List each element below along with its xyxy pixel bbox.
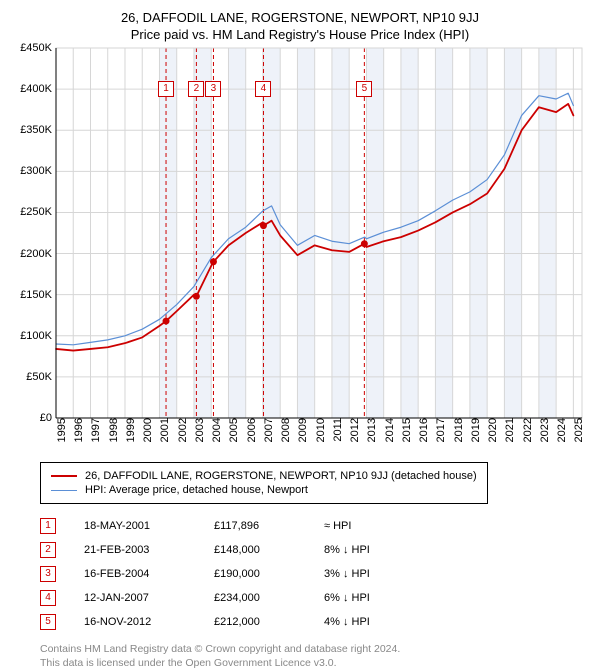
sale-row: 2 21-FEB-2003£148,0008% ↓ HPI [40,538,586,562]
y-axis-tick-label: £50K [26,371,56,383]
legend-item: HPI: Average price, detached house, Newp… [51,483,477,497]
legend: 26, DAFFODIL LANE, ROGERSTONE, NEWPORT, … [40,462,488,504]
sale-row: 1 18-MAY-2001£117,896≈ HPI [40,514,586,538]
sale-date: 18-MAY-2001 [84,520,214,532]
x-axis-tick-label: 1997 [86,418,102,442]
x-axis-tick-label: 2014 [380,418,396,442]
sale-marker-number: 5 [40,614,56,630]
sale-date: 12-JAN-2007 [84,592,214,604]
y-axis-tick-label: £200K [20,248,56,260]
sale-hpi-delta: 3% ↓ HPI [324,568,370,580]
legend-swatch [51,475,77,477]
y-axis-tick-label: £100K [20,330,56,342]
y-axis-tick-label: £350K [20,124,56,136]
x-axis-tick-label: 2007 [259,418,275,442]
sale-price: £212,000 [214,616,324,628]
x-axis-tick-label: 2004 [207,418,223,442]
x-axis-tick-label: 1999 [121,418,137,442]
sale-price: £148,000 [214,544,324,556]
sale-date: 16-FEB-2004 [84,568,214,580]
sale-marker-number: 2 [40,542,56,558]
footer-attribution: Contains HM Land Registry data © Crown c… [40,642,586,670]
y-axis-tick-label: £250K [20,206,56,218]
x-axis-tick-label: 2019 [466,418,482,442]
footer-line1: Contains HM Land Registry data © Crown c… [40,642,586,656]
x-axis-tick-label: 2013 [362,418,378,442]
line-chart [56,48,582,418]
chart-container: 26, DAFFODIL LANE, ROGERSTONE, NEWPORT, … [0,0,600,650]
title-subtitle: Price paid vs. HM Land Registry's House … [14,27,586,42]
x-axis-tick-label: 2025 [569,418,585,442]
x-axis-tick-label: 1998 [104,418,120,442]
x-axis-tick-label: 2022 [518,418,534,442]
x-axis-tick-label: 2017 [431,418,447,442]
x-axis-tick-label: 2016 [414,418,430,442]
x-axis-tick-label: 2020 [483,418,499,442]
sale-row: 5 16-NOV-2012£212,0004% ↓ HPI [40,610,586,634]
x-axis-tick-label: 2010 [311,418,327,442]
sale-price: £234,000 [214,592,324,604]
sale-marker-box: 2 [188,81,204,97]
sale-date: 16-NOV-2012 [84,616,214,628]
sale-marker-number: 3 [40,566,56,582]
sale-marker-box: 1 [158,81,174,97]
x-axis-tick-label: 2001 [155,418,171,442]
sale-price: £190,000 [214,568,324,580]
x-axis-tick-label: 2015 [397,418,413,442]
sale-row: 3 16-FEB-2004£190,0003% ↓ HPI [40,562,586,586]
sale-hpi-delta: 6% ↓ HPI [324,592,370,604]
x-axis-tick-label: 2011 [328,418,344,442]
legend-swatch [51,490,77,491]
sale-row: 4 12-JAN-2007£234,0006% ↓ HPI [40,586,586,610]
x-axis-tick-label: 2009 [293,418,309,442]
x-axis-tick-label: 2006 [242,418,258,442]
x-axis-tick-label: 2002 [173,418,189,442]
sale-marker-box: 3 [205,81,221,97]
sale-date: 21-FEB-2003 [84,544,214,556]
sale-marker-number: 4 [40,590,56,606]
sale-marker-box: 4 [255,81,271,97]
y-axis-tick-label: £400K [20,83,56,95]
legend-item: 26, DAFFODIL LANE, ROGERSTONE, NEWPORT, … [51,469,477,483]
x-axis-tick-label: 2023 [535,418,551,442]
sale-hpi-delta: 8% ↓ HPI [324,544,370,556]
y-axis-tick-label: £450K [20,42,56,54]
x-axis-tick-label: 2012 [345,418,361,442]
x-axis-tick-label: 2018 [449,418,465,442]
legend-label: HPI: Average price, detached house, Newp… [85,484,308,496]
sales-table: 1 18-MAY-2001£117,896≈ HPI 2 21-FEB-2003£14… [40,514,586,634]
x-axis-tick-label: 2021 [500,418,516,442]
x-axis-tick-label: 2024 [552,418,568,442]
sale-marker-box: 5 [356,81,372,97]
x-axis-tick-label: 2005 [224,418,240,442]
x-axis-tick-label: 2000 [138,418,154,442]
y-axis-tick-label: £150K [20,289,56,301]
x-axis-tick-label: 2003 [190,418,206,442]
y-axis-tick-label: £300K [20,165,56,177]
x-axis-tick-label: 2008 [276,418,292,442]
x-axis-tick-label: 1995 [52,418,68,442]
chart-plot-area: £0£50K£100K£150K£200K£250K£300K£350K£400… [56,48,582,418]
legend-label: 26, DAFFODIL LANE, ROGERSTONE, NEWPORT, … [85,470,477,482]
sale-price: £117,896 [214,520,324,532]
sale-hpi-delta: ≈ HPI [324,520,351,532]
title-address: 26, DAFFODIL LANE, ROGERSTONE, NEWPORT, … [14,10,586,25]
x-axis-tick-label: 1996 [69,418,85,442]
footer-line2: This data is licensed under the Open Gov… [40,656,586,670]
sale-marker-number: 1 [40,518,56,534]
sale-hpi-delta: 4% ↓ HPI [324,616,370,628]
